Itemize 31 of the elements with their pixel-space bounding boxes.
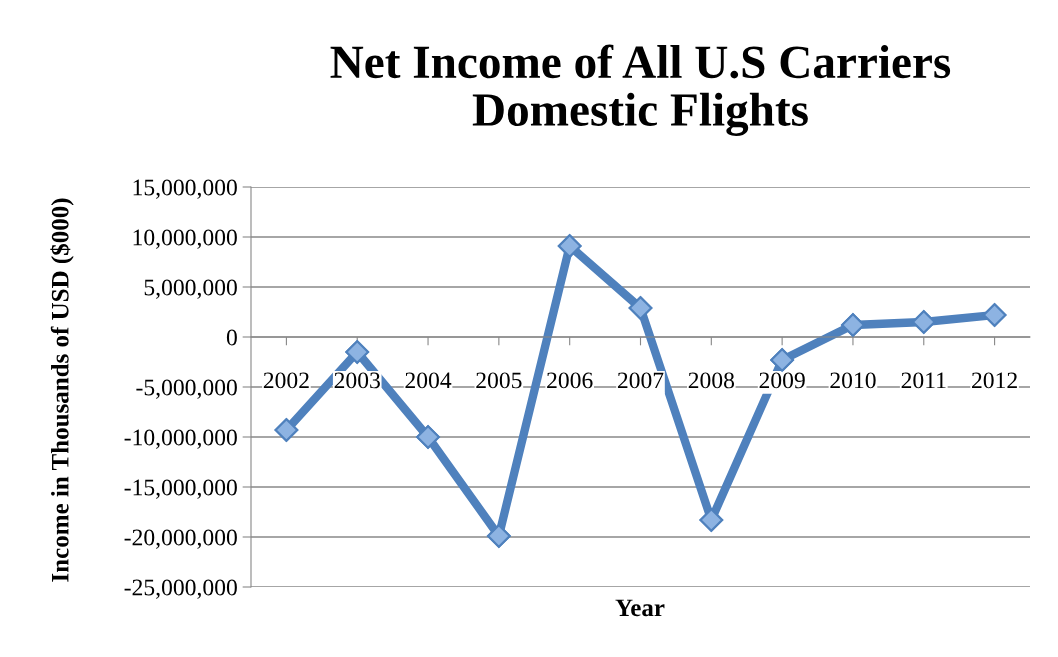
- y-tick-label: -20,000,000: [124, 529, 237, 549]
- x-tick-label: 2002: [263, 372, 309, 389]
- point: [416, 425, 440, 449]
- point: [557, 234, 582, 258]
- y-tick-label: 15,000,000: [133, 179, 237, 199]
- x-tick-label: 2009: [759, 372, 805, 389]
- x-tick-label: 2011: [901, 372, 946, 389]
- x-tick-label: 2010: [830, 372, 876, 389]
- y-tick-label: 5,000,000: [144, 279, 237, 299]
- x-tick-label: 2005: [476, 372, 522, 389]
- y-tick-label: -10,000,000: [124, 429, 237, 449]
- point: [628, 296, 653, 320]
- point: [345, 340, 370, 364]
- x-tick-label: 2008: [688, 372, 735, 389]
- x-tick-label: 2003: [334, 372, 380, 389]
- y-tick-label: 0: [226, 329, 237, 346]
- y-tick-label: -15,000,000: [124, 479, 237, 499]
- point: [487, 524, 511, 548]
- point: [982, 303, 1007, 327]
- y-axis-title: Income in Thousands of USD ($000): [50, 198, 74, 582]
- chart-title: Net Income of All U.S Carriers Domestic Flights: [330, 44, 951, 136]
- point: [770, 348, 794, 372]
- x-tick-label: 2006: [547, 372, 593, 389]
- x-axis-title: Year: [615, 599, 665, 617]
- y-tick-label: 10,000,000: [133, 229, 237, 249]
- y-tick-label: -5,000,000: [136, 379, 237, 399]
- x-tick-label: 2012: [972, 372, 1017, 389]
- y-tick-label: -25,000,000: [124, 579, 237, 599]
- x-tick-label: 2004: [405, 372, 452, 389]
- point: [274, 418, 299, 442]
- x-tick-label: 2007: [617, 372, 664, 389]
